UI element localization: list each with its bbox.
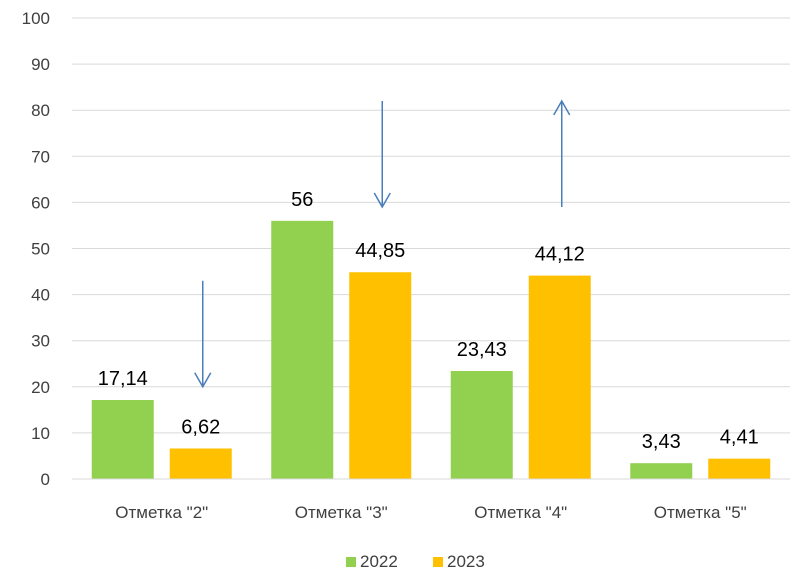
arrow-up xyxy=(553,99,571,208)
data-label: 6,62 xyxy=(181,416,220,438)
gridlines xyxy=(72,17,790,480)
y-tick-label: 40 xyxy=(31,286,50,305)
x-tick-label: Отметка "3" xyxy=(295,503,388,522)
bar-2022-2 xyxy=(91,399,154,479)
data-labels: 17,14 6,62 56 44,85 23,43 44,12 3,43 4,41 xyxy=(98,189,759,453)
bars xyxy=(91,220,771,479)
bar-2023-4 xyxy=(528,275,591,479)
legend-label: 2022 xyxy=(360,552,398,570)
data-label: 56 xyxy=(291,189,313,211)
annotation-arrows xyxy=(194,99,571,389)
y-tick-label: 60 xyxy=(31,193,50,212)
data-label: 4,41 xyxy=(720,427,759,449)
y-tick-label: 70 xyxy=(31,147,50,166)
bar-2023-2 xyxy=(169,448,232,479)
legend-swatch-2022 xyxy=(346,557,356,567)
y-tick-label: 10 xyxy=(31,424,50,443)
y-tick-label: 50 xyxy=(31,240,50,259)
y-tick-label: 80 xyxy=(31,101,50,120)
bar-2022-3 xyxy=(271,220,334,479)
bar-2023-5 xyxy=(708,458,771,479)
y-tick-label: 30 xyxy=(31,332,50,351)
bar-2022-4 xyxy=(450,370,513,479)
y-tick-label: 0 xyxy=(41,470,50,489)
legend: 2022 2023 xyxy=(346,552,485,570)
x-tick-label: Отметка "5" xyxy=(654,503,747,522)
data-label: 23,43 xyxy=(457,339,507,361)
data-label: 3,43 xyxy=(642,431,681,453)
arrow-head xyxy=(553,99,571,116)
legend-label: 2023 xyxy=(447,552,485,570)
y-axis: 0 10 20 30 40 50 60 70 80 90 100 xyxy=(22,9,50,489)
arrow-head xyxy=(194,372,212,389)
y-tick-label: 100 xyxy=(22,9,50,28)
x-axis: Отметка "2" Отметка "3" Отметка "4" Отметка… xyxy=(72,478,790,522)
y-tick-label: 90 xyxy=(31,55,50,74)
bar-2023-3 xyxy=(349,272,412,479)
arrow-head xyxy=(373,192,391,209)
data-label: 44,12 xyxy=(535,244,585,266)
arrow-down xyxy=(373,100,391,209)
legend-swatch-2023 xyxy=(433,557,443,567)
x-tick-label: Отметка "2" xyxy=(115,503,208,522)
bar-2022-5 xyxy=(630,463,693,479)
data-label: 17,14 xyxy=(98,368,148,390)
y-tick-label: 20 xyxy=(31,378,50,397)
x-tick-label: Отметка "4" xyxy=(474,503,567,522)
data-label: 44,85 xyxy=(355,240,405,262)
arrow-down xyxy=(194,280,212,389)
